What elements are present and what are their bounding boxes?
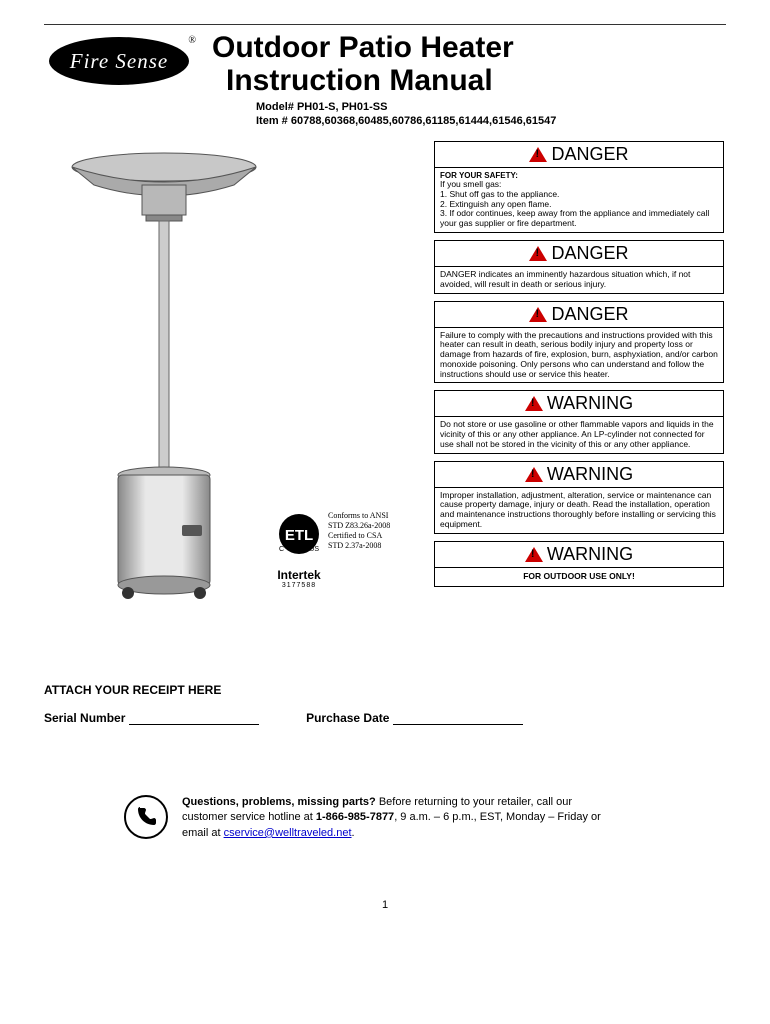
warning-label: WARNING — [547, 544, 633, 565]
svg-text:ETL: ETL — [285, 527, 313, 544]
intertek-label: Intertek — [274, 568, 324, 582]
warning-header: DANGER — [435, 302, 723, 328]
warning-triangle-icon — [525, 396, 543, 411]
warning-label: DANGER — [551, 304, 628, 325]
intertek-number: 3177588 — [274, 582, 324, 589]
warning-label: DANGER — [551, 144, 628, 165]
warning-label: WARNING — [547, 393, 633, 414]
title-line-1: Outdoor Patio Heater — [212, 31, 556, 64]
contact-phone: 1-866-985-7877 — [316, 811, 394, 823]
warning-box: WARNING Improper installation, adjustment… — [434, 461, 724, 534]
contact-email-link[interactable]: cservice@welltraveled.net — [224, 827, 352, 839]
patio-heater-illustration — [64, 135, 264, 620]
item-number: Item # 60788,60368,60485,60786,61185,614… — [256, 115, 556, 127]
warning-box: DANGER FOR YOUR SAFETY:If you smell gas:1… — [434, 141, 724, 233]
purchase-date-input-line[interactable] — [393, 724, 523, 725]
cert-line: STD 2.37a-2008 — [328, 541, 390, 551]
warning-header: WARNING — [435, 542, 723, 568]
warning-triangle-icon — [529, 307, 547, 322]
brand-logo: Fire Sense — [44, 31, 194, 91]
warning-body: FOR OUTDOOR USE ONLY! — [435, 568, 723, 586]
warning-header: WARNING — [435, 391, 723, 417]
warning-label: DANGER — [551, 243, 628, 264]
page-number: 1 — [44, 899, 726, 911]
contact-block: Questions, problems, missing parts? Befo… — [124, 795, 726, 841]
warning-body: Failure to comply with the precautions a… — [435, 328, 723, 383]
warnings-column: DANGER FOR YOUR SAFETY:If you smell gas:1… — [434, 141, 724, 671]
svg-text:US: US — [309, 546, 319, 553]
warning-box: DANGER DANGER indicates an imminently haz… — [434, 240, 724, 294]
warning-label: WARNING — [547, 464, 633, 485]
warning-header: WARNING — [435, 462, 723, 488]
logo-text: Fire Sense — [49, 37, 189, 85]
receipt-label: ATTACH YOUR RECEIPT HERE — [44, 683, 726, 697]
warning-header: DANGER — [435, 142, 723, 168]
warning-body: Improper installation, adjustment, alter… — [435, 488, 723, 533]
cert-line: Conforms to ANSI — [328, 511, 390, 521]
phone-icon — [124, 795, 168, 839]
contact-heading: Questions, problems, missing parts? — [182, 796, 376, 808]
warning-body: Do not store or use gasoline or other fl… — [435, 417, 723, 452]
svg-text:C: C — [279, 546, 284, 553]
warning-box: WARNING FOR OUTDOOR USE ONLY! — [434, 541, 724, 587]
etl-mark-icon: ETL C US — [274, 511, 324, 561]
header: Fire Sense Outdoor Patio Heater Instruct… — [44, 31, 726, 127]
warning-box: DANGER Failure to comply with the precaut… — [434, 301, 724, 384]
warning-body: FOR YOUR SAFETY:If you smell gas:1. Shut… — [435, 168, 723, 232]
cert-line: Certified to CSA — [328, 531, 390, 541]
warning-body: DANGER indicates an imminently hazardous… — [435, 267, 723, 293]
serial-label: Serial Number — [44, 711, 125, 725]
certification-block: ETL C US Intertek 3177588 Conforms to ANS… — [274, 511, 390, 589]
warning-header: DANGER — [435, 241, 723, 267]
serial-input-line[interactable] — [129, 724, 259, 725]
receipt-fields: Serial Number Purchase Date — [44, 711, 726, 725]
warning-triangle-icon — [525, 547, 543, 562]
purchase-date-label: Purchase Date — [306, 711, 389, 725]
warning-box: WARNING Do not store or use gasoline or o… — [434, 390, 724, 453]
warning-triangle-icon — [529, 246, 547, 261]
model-number: Model# PH01-S, PH01-SS — [256, 101, 556, 113]
warning-triangle-icon — [525, 467, 543, 482]
contact-text: . — [352, 827, 355, 839]
title-line-2: Instruction Manual — [226, 64, 556, 97]
cert-line: STD Z83.26a-2008 — [328, 521, 390, 531]
product-column: ETL C US Intertek 3177588 Conforms to ANS… — [44, 141, 434, 671]
warning-triangle-icon — [529, 147, 547, 162]
